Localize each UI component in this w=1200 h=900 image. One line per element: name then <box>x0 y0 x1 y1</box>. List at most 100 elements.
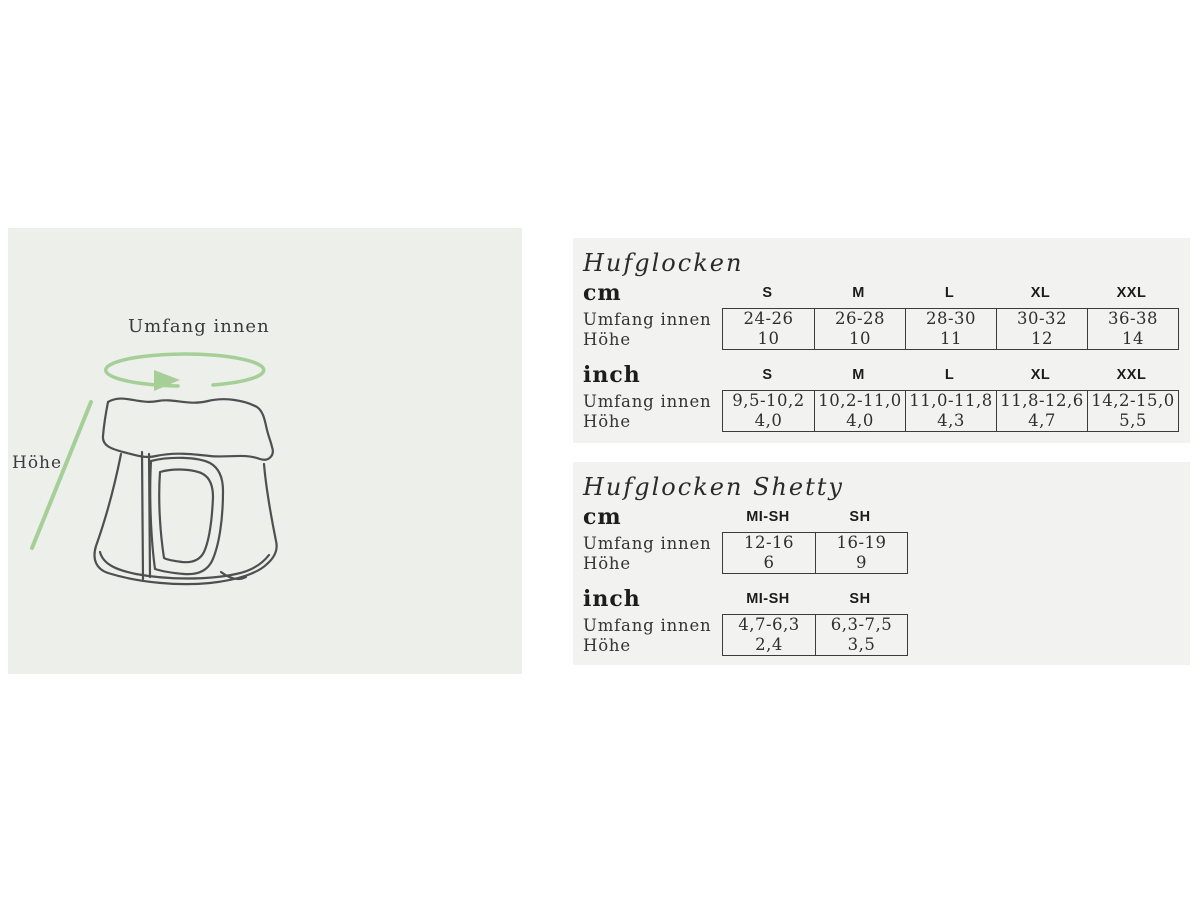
hoehe-value: 10 <box>849 329 871 348</box>
size-column-header: M <box>852 367 865 383</box>
size-column-header: XL <box>1030 367 1051 383</box>
size-column-header: XL <box>1030 285 1051 301</box>
data-area: S M L XL XXL 24-26 10 26-28 10 <box>722 284 1179 350</box>
values-box: 12-16 6 16-19 9 <box>722 532 908 574</box>
umfang-value: 4,7-6,3 <box>738 615 800 634</box>
hoehe-value: 4,0 <box>846 411 874 430</box>
size-data-column: 6,3-7,5 3,5 <box>815 615 907 655</box>
size-column-header: SH <box>849 509 871 525</box>
data-area: S M L XL XXL 9,5-10,2 4,0 10,2-11,0 4,0 <box>722 366 1179 432</box>
unit-label-inch: inch <box>583 586 641 612</box>
row-labels-column: inch Umfang innen Höhe <box>583 362 722 432</box>
data-area: MI-SH SH 12-16 6 16-19 9 <box>722 508 908 574</box>
data-area: MI-SH SH 4,7-6,3 2,4 6,3-7,5 3,5 <box>722 590 908 656</box>
size-column-header: S <box>762 285 773 301</box>
umfang-value: 12-16 <box>743 533 795 552</box>
values-box: 4,7-6,3 2,4 6,3-7,5 3,5 <box>722 614 908 656</box>
values-box: 9,5-10,2 4,0 10,2-11,0 4,0 11,0-11,8 4,3… <box>722 390 1179 432</box>
hoehe-value: 10 <box>757 329 780 348</box>
size-column-header: XXL <box>1116 367 1147 383</box>
row-label-umfang: Umfang innen <box>583 310 712 329</box>
size-column-header: MI-SH <box>746 509 790 525</box>
size-data-column: 12-16 6 <box>723 533 815 573</box>
hoehe-value: 6 <box>763 553 775 572</box>
diagram-panel: Umfang innen Höhe <box>8 228 522 674</box>
row-labels-column: inch Umfang innen Höhe <box>583 586 722 656</box>
size-data-column: 10,2-11,0 4,0 <box>814 391 905 431</box>
umfang-value: 14,2-15,0 <box>1091 391 1175 410</box>
hufglocken-section: Hufglocken cm Umfang innen Höhe S M L XL… <box>573 238 1190 443</box>
section-title: Hufglocken Shetty <box>583 473 844 501</box>
row-labels-column: cm Umfang innen Höhe <box>583 280 722 350</box>
hoehe-value: 14 <box>1122 329 1144 348</box>
umfang-value: 28-30 <box>925 309 977 328</box>
size-data-column: 28-30 11 <box>905 309 996 349</box>
umfang-value: 30-32 <box>1016 309 1068 328</box>
hoehe-value: 4,7 <box>1028 411 1056 430</box>
row-label-hoehe: Höhe <box>583 636 631 655</box>
hoehe-value: 4,3 <box>937 411 965 430</box>
row-label-hoehe: Höhe <box>583 412 631 431</box>
section-title: Hufglocken <box>583 249 744 277</box>
umfang-value: 10,2-11,0 <box>818 391 902 410</box>
hoehe-value: 9 <box>856 553 867 572</box>
unit-label-inch: inch <box>583 362 641 388</box>
size-data-column: 16-19 9 <box>815 533 907 573</box>
size-data-column: 4,7-6,3 2,4 <box>723 615 815 655</box>
size-data-column: 36-38 14 <box>1087 309 1178 349</box>
hufglocken-inch-table: inch Umfang innen Höhe S M L XL XXL 9,5-… <box>583 362 1190 432</box>
umfang-value: 16-19 <box>836 533 887 552</box>
bell-boot-diagram: Umfang innen Höhe <box>12 316 278 586</box>
hufglocken-shetty-section: Hufglocken Shetty cm Umfang innen Höhe M… <box>573 462 1190 665</box>
row-labels-column: cm Umfang innen Höhe <box>583 504 722 574</box>
umfang-value: 26-28 <box>834 309 886 328</box>
size-data-column: 11,0-11,8 4,3 <box>905 391 996 431</box>
hoehe-value: 3,5 <box>847 635 876 654</box>
size-column-header: MI-SH <box>746 591 790 607</box>
shetty-inch-table: inch Umfang innen Höhe MI-SH SH 4,7-6,3 … <box>583 586 1190 656</box>
size-column-header: L <box>944 285 955 301</box>
height-indicator-line <box>30 400 93 550</box>
row-label-umfang: Umfang innen <box>583 534 712 553</box>
umfang-value: 24-26 <box>743 309 794 328</box>
umfang-value: 36-38 <box>1107 309 1159 328</box>
hufglocken-cm-table: cm Umfang innen Höhe S M L XL XXL 24-26 … <box>583 280 1190 350</box>
values-box: 24-26 10 26-28 10 28-30 11 30-32 12 <box>722 308 1179 350</box>
size-column-header: M <box>852 285 865 301</box>
umfang-value: 9,5-10,2 <box>732 391 805 410</box>
size-header-row: S M L XL XXL <box>722 284 1179 301</box>
circumference-arrow-icon <box>104 352 266 391</box>
size-data-column: 9,5-10,2 4,0 <box>723 391 814 431</box>
umfang-value: 11,0-11,8 <box>909 391 993 410</box>
size-data-column: 14,2-15,0 5,5 <box>1087 391 1178 431</box>
shetty-cm-table: cm Umfang innen Höhe MI-SH SH 12-16 6 16… <box>583 504 1190 574</box>
size-data-column: 24-26 10 <box>723 309 814 349</box>
size-header-row: MI-SH SH <box>722 508 908 525</box>
hoehe-value: 11 <box>940 329 962 348</box>
height-label: Höhe <box>12 453 62 473</box>
hoehe-value: 5,5 <box>1119 411 1147 430</box>
size-header-row: MI-SH SH <box>722 590 908 607</box>
hoehe-value: 4,0 <box>754 411 783 430</box>
row-label-umfang: Umfang innen <box>583 392 712 411</box>
size-column-header: SH <box>849 591 871 607</box>
unit-label-cm: cm <box>583 280 622 306</box>
size-column-header: L <box>944 367 955 383</box>
row-label-hoehe: Höhe <box>583 330 631 349</box>
row-label-hoehe: Höhe <box>583 554 631 573</box>
size-column-header: XXL <box>1116 285 1147 301</box>
umfang-value: 6,3-7,5 <box>830 615 893 634</box>
size-data-column: 30-32 12 <box>996 309 1087 349</box>
circumference-label: Umfang innen <box>128 316 270 337</box>
hoehe-value: 2,4 <box>755 635 783 654</box>
umfang-value: 11,8-12,6 <box>1000 391 1084 410</box>
size-data-column: 26-28 10 <box>814 309 905 349</box>
unit-label-cm: cm <box>583 504 622 530</box>
size-data-column: 11,8-12,6 4,7 <box>996 391 1087 431</box>
size-column-header: S <box>762 367 773 383</box>
bell-boot-sketch <box>93 397 278 586</box>
size-header-row: S M L XL XXL <box>722 366 1179 383</box>
row-label-umfang: Umfang innen <box>583 616 712 635</box>
hoehe-value: 12 <box>1031 329 1053 348</box>
